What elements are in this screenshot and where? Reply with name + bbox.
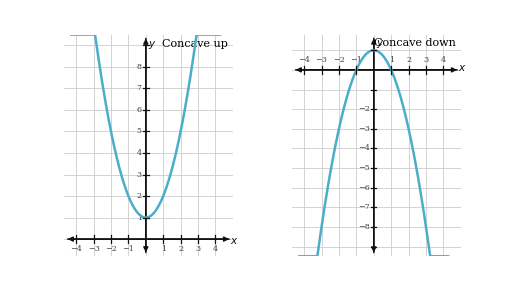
Text: 4: 4 xyxy=(137,149,142,157)
Text: −2: −2 xyxy=(105,245,117,253)
Text: 8: 8 xyxy=(137,63,142,71)
Text: 3: 3 xyxy=(423,56,429,64)
Text: 4: 4 xyxy=(441,56,446,64)
Text: 4: 4 xyxy=(213,245,218,253)
Text: 1: 1 xyxy=(161,245,166,253)
Text: 2: 2 xyxy=(406,56,411,64)
Text: −6: −6 xyxy=(358,184,370,192)
Text: 1: 1 xyxy=(389,56,394,64)
Text: −5: −5 xyxy=(358,164,370,172)
Text: −3: −3 xyxy=(88,245,99,253)
Text: 5: 5 xyxy=(137,128,142,135)
Text: 7: 7 xyxy=(137,84,142,92)
Text: $x$: $x$ xyxy=(458,63,467,73)
Text: 3: 3 xyxy=(196,245,201,253)
Text: $y$: $y$ xyxy=(376,39,385,50)
Text: −3: −3 xyxy=(358,125,370,133)
Text: −4: −4 xyxy=(298,56,310,64)
Text: 2: 2 xyxy=(178,245,183,253)
Text: −7: −7 xyxy=(358,203,370,211)
Text: −8: −8 xyxy=(358,223,370,231)
Text: $x$: $x$ xyxy=(230,236,239,246)
Text: 3: 3 xyxy=(137,170,142,179)
Text: −2: −2 xyxy=(358,105,370,113)
Text: −1: −1 xyxy=(122,245,134,253)
Text: Concave up: Concave up xyxy=(162,39,228,49)
Text: −4: −4 xyxy=(358,144,370,152)
Text: −4: −4 xyxy=(70,245,82,253)
Text: −3: −3 xyxy=(315,56,328,64)
Text: −2: −2 xyxy=(333,56,345,64)
Text: 1: 1 xyxy=(137,214,142,221)
Text: 6: 6 xyxy=(137,106,142,114)
Text: 2: 2 xyxy=(137,192,142,200)
Text: $y$: $y$ xyxy=(148,39,157,51)
Text: Concave down: Concave down xyxy=(374,39,456,48)
Text: −1: −1 xyxy=(350,56,362,64)
